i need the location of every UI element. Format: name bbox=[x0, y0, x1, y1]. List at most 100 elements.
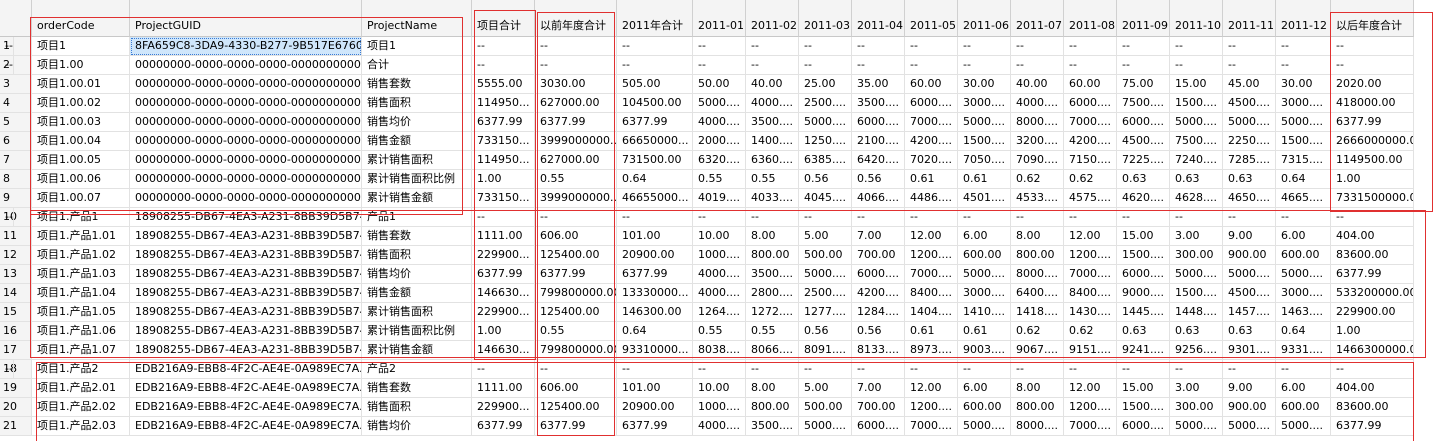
grid-cell[interactable]: 6000.... bbox=[852, 417, 905, 436]
grid-cell[interactable]: 7000.... bbox=[905, 265, 958, 284]
grid-cell[interactable]: 1250.... bbox=[799, 132, 852, 151]
grid-cell[interactable]: 5000.... bbox=[799, 265, 852, 284]
grid-cell[interactable]: -- bbox=[1170, 208, 1223, 227]
grid-cell[interactable]: -- bbox=[617, 56, 693, 75]
column-header[interactable]: 2011-01 bbox=[693, 0, 746, 37]
grid-cell[interactable]: 700.00 bbox=[852, 246, 905, 265]
grid-cell[interactable]: 1284.... bbox=[852, 303, 905, 322]
column-header[interactable]: 2011-05 bbox=[905, 0, 958, 37]
grid-cell[interactable]: 60.00 bbox=[1064, 75, 1117, 94]
grid-cell[interactable]: 1500.... bbox=[1276, 132, 1331, 151]
grid-cell[interactable]: 0.62 bbox=[1064, 322, 1117, 341]
grid-cell[interactable]: -- bbox=[1276, 37, 1331, 56]
grid-cell[interactable]: 9256.... bbox=[1170, 341, 1223, 360]
grid-cell[interactable]: 3000.... bbox=[958, 284, 1011, 303]
grid-cell[interactable]: 6420.... bbox=[852, 151, 905, 170]
grid-cell[interactable]: 1404.... bbox=[905, 303, 958, 322]
grid-cell[interactable]: 4650.... bbox=[1223, 189, 1276, 208]
grid-cell[interactable]: -- bbox=[1117, 37, 1170, 56]
grid-cell[interactable]: 8400.... bbox=[1064, 284, 1117, 303]
grid-cell[interactable]: 8400.... bbox=[905, 284, 958, 303]
grid-cell[interactable]: 0.55 bbox=[535, 322, 617, 341]
grid-cell[interactable]: 418000.00 bbox=[1331, 94, 1414, 113]
grid-cell[interactable]: 8.00 bbox=[1011, 379, 1064, 398]
grid-cell[interactable]: -- bbox=[0, 208, 14, 227]
row-number[interactable]: 12 bbox=[0, 246, 32, 265]
grid-cell[interactable]: 4500.... bbox=[1117, 132, 1170, 151]
grid-cell[interactable]: 1.00 bbox=[472, 170, 535, 189]
grid-cell[interactable]: -- bbox=[746, 56, 799, 75]
grid-cell[interactable]: 项目1.产品2.02 bbox=[32, 398, 130, 417]
grid-cell[interactable]: 0.62 bbox=[1011, 170, 1064, 189]
grid-cell[interactable]: -- bbox=[1117, 56, 1170, 75]
grid-cell[interactable]: 累计销售金额 bbox=[362, 189, 472, 208]
grid-cell[interactable]: -- bbox=[905, 208, 958, 227]
grid-cell[interactable]: 1.00 bbox=[1331, 170, 1414, 189]
grid-cell[interactable]: 114950... bbox=[472, 151, 535, 170]
grid-cell[interactable]: 0.56 bbox=[799, 322, 852, 341]
column-header[interactable]: 2011-10 bbox=[1170, 0, 1223, 37]
grid-cell[interactable]: 114950... bbox=[472, 94, 535, 113]
row-number[interactable]: 20 bbox=[0, 398, 32, 417]
grid-cell[interactable]: 600.00 bbox=[958, 398, 1011, 417]
grid-cell[interactable]: 6377.99 bbox=[535, 113, 617, 132]
grid-cell[interactable]: 900.00 bbox=[1223, 398, 1276, 417]
row-number[interactable]: 16 bbox=[0, 322, 32, 341]
grid-cell[interactable]: 1410.... bbox=[958, 303, 1011, 322]
grid-cell[interactable]: 0.56 bbox=[852, 322, 905, 341]
grid-cell[interactable]: 18908255-DB67-4EA3-A231-8BB39D5B74... bbox=[130, 303, 362, 322]
grid-cell[interactable]: 5000.... bbox=[799, 113, 852, 132]
grid-cell[interactable]: 0.63 bbox=[1170, 322, 1223, 341]
column-header[interactable]: 2011-04 bbox=[852, 0, 905, 37]
grid-cell[interactable]: 101.00 bbox=[617, 227, 693, 246]
grid-cell[interactable]: 0.55 bbox=[693, 322, 746, 341]
grid-cell[interactable]: 8091.... bbox=[799, 341, 852, 360]
grid-cell[interactable]: 00000000-0000-0000-0000-000000000000 bbox=[130, 75, 362, 94]
grid-cell[interactable]: 800.00 bbox=[746, 246, 799, 265]
grid-cell[interactable]: -- bbox=[1064, 56, 1117, 75]
grid-cell[interactable]: 9.00 bbox=[1223, 379, 1276, 398]
grid-cell[interactable]: 0.61 bbox=[958, 322, 1011, 341]
grid-cell[interactable]: 18908255-DB67-4EA3-A231-8BB39D5B74... bbox=[130, 265, 362, 284]
grid-cell[interactable]: -- bbox=[1276, 56, 1331, 75]
row-number[interactable]: 21 bbox=[0, 417, 32, 436]
grid-cell[interactable]: 4033.... bbox=[746, 189, 799, 208]
grid-cell[interactable]: 4000.... bbox=[693, 284, 746, 303]
grid-cell[interactable]: 8000.... bbox=[1011, 265, 1064, 284]
grid-cell[interactable]: -- bbox=[852, 37, 905, 56]
grid-cell[interactable]: 1500.... bbox=[1170, 94, 1223, 113]
grid-cell[interactable]: -- bbox=[1223, 360, 1276, 379]
grid-cell[interactable]: -- bbox=[1223, 37, 1276, 56]
grid-cell[interactable]: 销售面积 bbox=[362, 94, 472, 113]
grid-cell[interactable]: 销售金额 bbox=[362, 284, 472, 303]
grid-cell[interactable]: 2000.... bbox=[693, 132, 746, 151]
grid-cell[interactable]: 1500.... bbox=[958, 132, 1011, 151]
grid-cell[interactable]: 项目1.产品2.03 bbox=[32, 417, 130, 436]
grid-cell[interactable]: 3500.... bbox=[746, 417, 799, 436]
grid-cell[interactable]: -- bbox=[1331, 56, 1414, 75]
grid-cell[interactable]: 7020.... bbox=[905, 151, 958, 170]
grid-cell[interactable]: -- bbox=[1011, 37, 1064, 56]
grid-cell[interactable]: 7285.... bbox=[1223, 151, 1276, 170]
grid-cell[interactable]: 229900... bbox=[472, 246, 535, 265]
grid-cell[interactable]: 75.00 bbox=[1117, 75, 1170, 94]
grid-cell[interactable]: 5000.... bbox=[1223, 417, 1276, 436]
grid-cell[interactable]: 0.62 bbox=[1064, 170, 1117, 189]
grid-cell[interactable]: 7000.... bbox=[1064, 417, 1117, 436]
grid-cell[interactable]: -- bbox=[693, 208, 746, 227]
grid-cell[interactable]: 25.00 bbox=[799, 75, 852, 94]
corner-header[interactable] bbox=[0, 0, 32, 37]
grid-cell[interactable]: 项目1.产品1 bbox=[32, 208, 130, 227]
grid-cell[interactable]: -- bbox=[746, 208, 799, 227]
grid-cell[interactable]: 7331500000.00 bbox=[1331, 189, 1414, 208]
grid-cell[interactable]: 5000.... bbox=[958, 113, 1011, 132]
column-header[interactable]: 2011年合计 bbox=[617, 0, 693, 37]
grid-cell[interactable]: 6377.99 bbox=[617, 265, 693, 284]
grid-cell[interactable]: 1463.... bbox=[1276, 303, 1331, 322]
grid-cell[interactable]: -- bbox=[535, 37, 617, 56]
grid-cell[interactable]: 18908255-DB67-4EA3-A231-8BB39D5B74... bbox=[130, 322, 362, 341]
grid-cell[interactable]: 4000.... bbox=[746, 94, 799, 113]
grid-cell[interactable]: EDB216A9-EBB8-4F2C-AE4E-0A989EC7A... bbox=[130, 360, 362, 379]
grid-cell[interactable]: 项目1 bbox=[32, 37, 130, 56]
grid-cell[interactable]: 6377.99 bbox=[617, 417, 693, 436]
